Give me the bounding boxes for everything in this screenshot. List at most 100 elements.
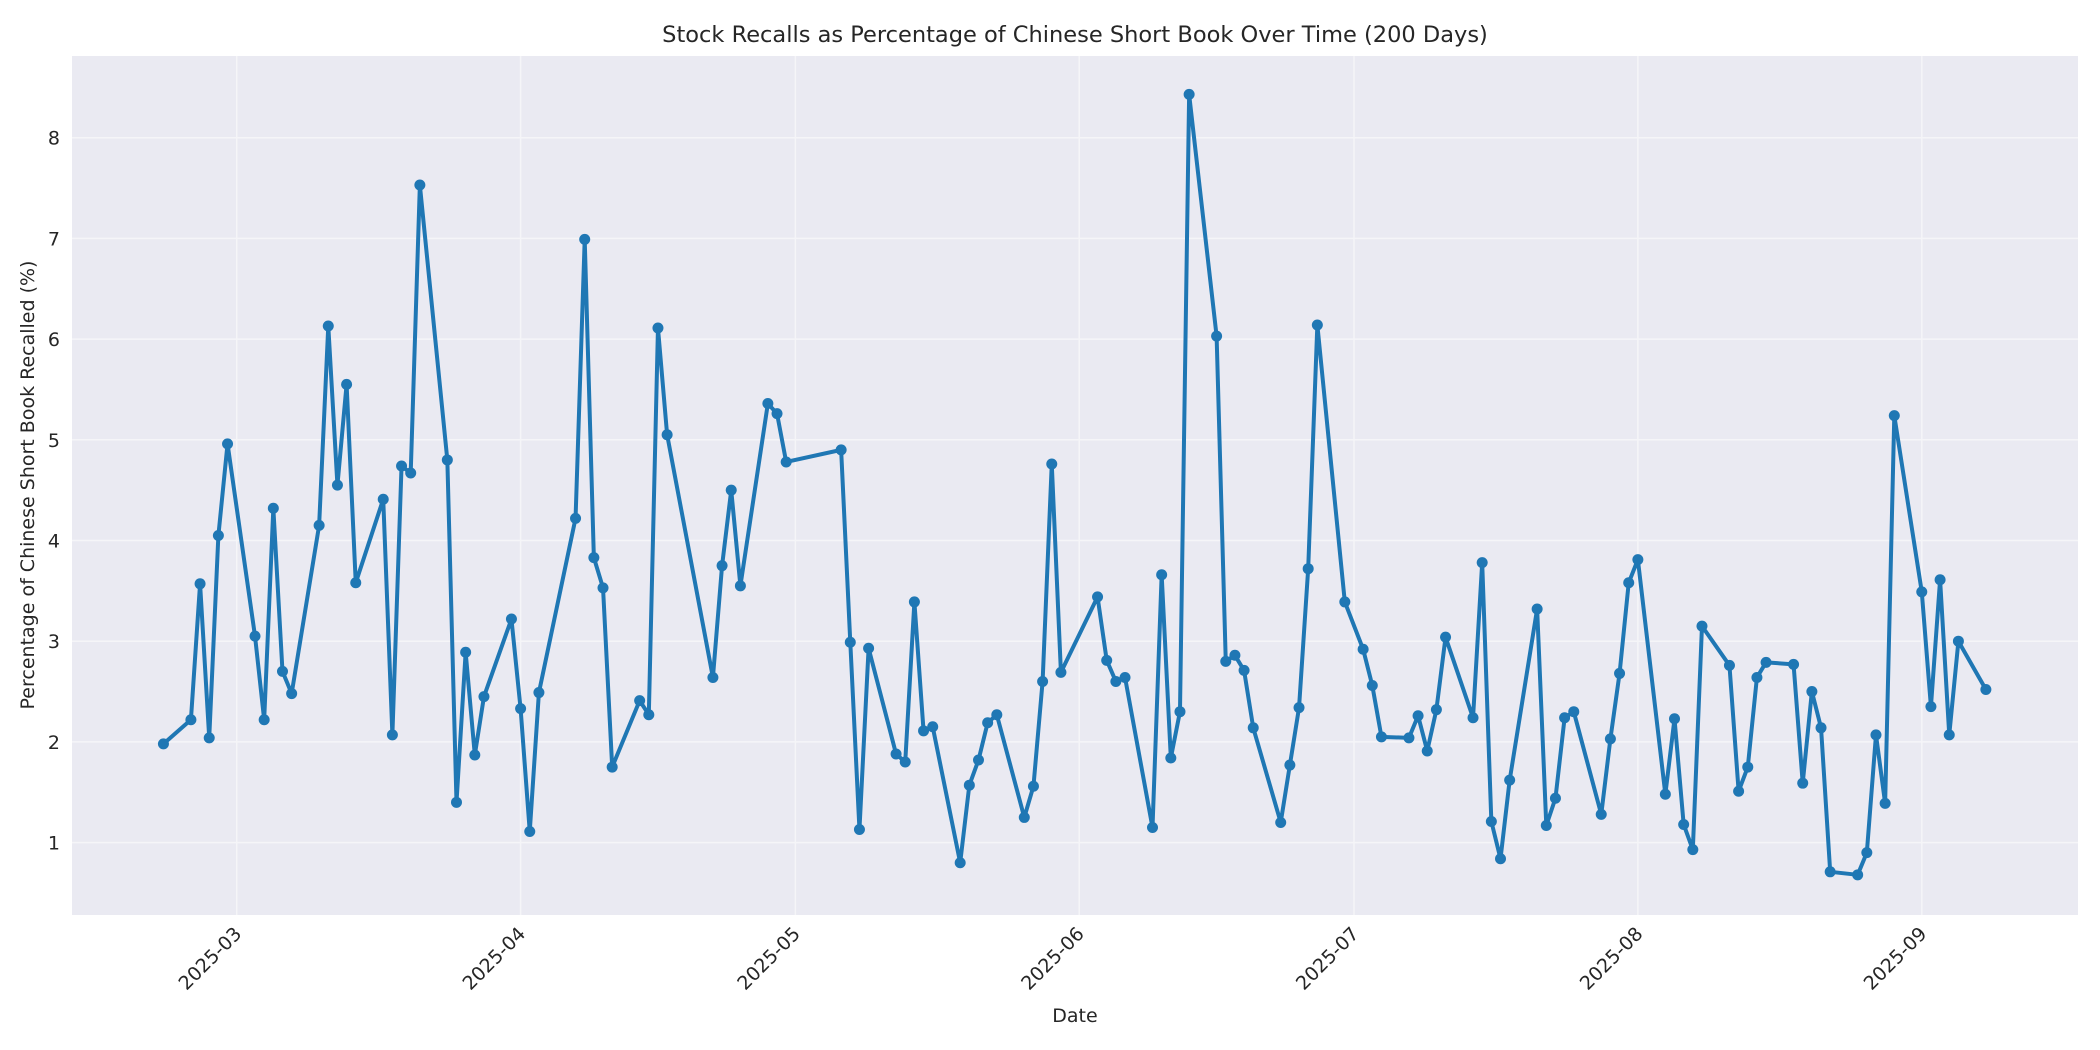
data-point-marker [1495,853,1507,865]
data-point-marker [1440,631,1452,643]
data-point-marker [1604,733,1616,745]
data-point-marker [1229,649,1241,661]
data-point-marker [982,717,994,729]
data-point-marker [1037,675,1049,687]
data-point-marker [1678,818,1690,830]
data-point-marker [1183,88,1195,100]
data-point-marker [707,671,719,683]
data-point-marker [1247,722,1259,734]
data-point-marker [1559,712,1571,724]
data-point-marker [1430,704,1442,716]
data-point-marker [313,519,325,531]
data-point-marker [1156,569,1168,581]
data-point-marker [249,630,261,642]
x-axis-label: Date [1052,1005,1097,1027]
data-point-marker [634,695,646,707]
data-point-marker [1375,731,1387,743]
data-point-marker [963,779,975,791]
data-point-marker [258,714,270,726]
data-point-marker [1110,675,1122,687]
x-axis-ticks: 2025-03 2025-04 2025-05 2025-06 2025-07 2025-… [175,923,1932,995]
data-point-marker [194,578,206,590]
data-point-marker [762,398,774,410]
data-point-marker [1824,866,1836,878]
data-point-marker [515,703,527,715]
data-point-marker [276,665,288,677]
data-point-marker [1238,664,1250,676]
data-point-marker [579,233,591,245]
data-point-marker [588,552,600,564]
data-point-marker [1293,702,1305,714]
x-tick-label: 2025-08 [1576,923,1648,995]
data-point-marker [1614,667,1626,679]
data-point-marker [331,479,343,491]
x-tick-label: 2025-05 [733,923,805,995]
data-point-marker [1476,557,1488,569]
data-point-marker [1421,745,1433,757]
data-point-marker [899,756,911,768]
data-point-marker [1888,410,1900,422]
data-point-marker [1357,643,1369,655]
data-point-marker [533,687,545,699]
data-point-marker [918,725,930,737]
data-point-marker [1723,659,1735,671]
data-point-marker [927,721,939,733]
data-point-marker [1980,684,1992,696]
data-point-marker [1284,759,1296,771]
plot-area [72,56,2078,915]
data-point-marker [185,714,197,726]
data-point-marker [478,691,490,703]
data-point-marker [661,429,673,441]
x-tick-label: 2025-04 [458,923,530,995]
data-point-marker [1806,686,1818,698]
chart-title: Stock Recalls as Percentage of Chinese S… [662,22,1488,48]
data-point-marker [1055,666,1067,678]
data-point-marker [505,613,517,625]
data-point-marker [1046,458,1058,470]
data-point-marker [1092,591,1104,603]
data-point-marker [771,408,783,420]
data-point-marker [1870,729,1882,741]
y-tick-label: 1 [48,833,60,855]
gridlines [72,56,2078,915]
x-tick-label: 2025-06 [1017,923,1089,995]
data-point-marker [1220,655,1232,667]
data-point-marker [734,580,746,592]
data-point-marker [1467,712,1479,724]
data-point-marker [1879,797,1891,809]
data-point-marker [386,729,398,741]
y-tick-label: 7 [48,228,60,250]
x-tick-label: 2025-09 [1860,923,1932,995]
data-point-marker [322,320,334,332]
y-axis-ticks: 1 2 3 4 5 6 7 8 [48,128,60,855]
data-point-marker [1339,596,1351,608]
data-point-marker [212,529,224,541]
data-point-marker [863,642,875,654]
data-point-marker [1165,752,1177,764]
data-point-marker [203,732,215,744]
data-point-marker [1733,785,1745,797]
data-point-marker [1852,869,1864,881]
data-point-marker [606,761,618,773]
y-tick-label: 8 [48,128,60,150]
data-point-marker [1147,821,1158,833]
data-point-marker [469,749,481,761]
data-point-marker [1275,816,1287,828]
data-point-marker [1504,774,1516,786]
data-point-marker [1632,554,1644,566]
data-point-marker [991,709,1003,721]
y-tick-label: 3 [48,631,60,653]
data-point-marker [1760,656,1772,668]
data-point-marker [1211,330,1223,342]
data-point-marker [1366,680,1378,692]
data-point-marker [643,709,655,721]
data-point-marker [222,438,234,450]
data-point-marker [1669,713,1681,725]
x-tick-label: 2025-07 [1292,923,1364,995]
data-point-marker [524,826,536,838]
data-point-marker [341,378,353,390]
data-point-marker [1623,577,1635,589]
data-point-marker [1751,671,1763,683]
data-point-marker [1174,706,1186,718]
data-point-marker [1788,658,1800,670]
